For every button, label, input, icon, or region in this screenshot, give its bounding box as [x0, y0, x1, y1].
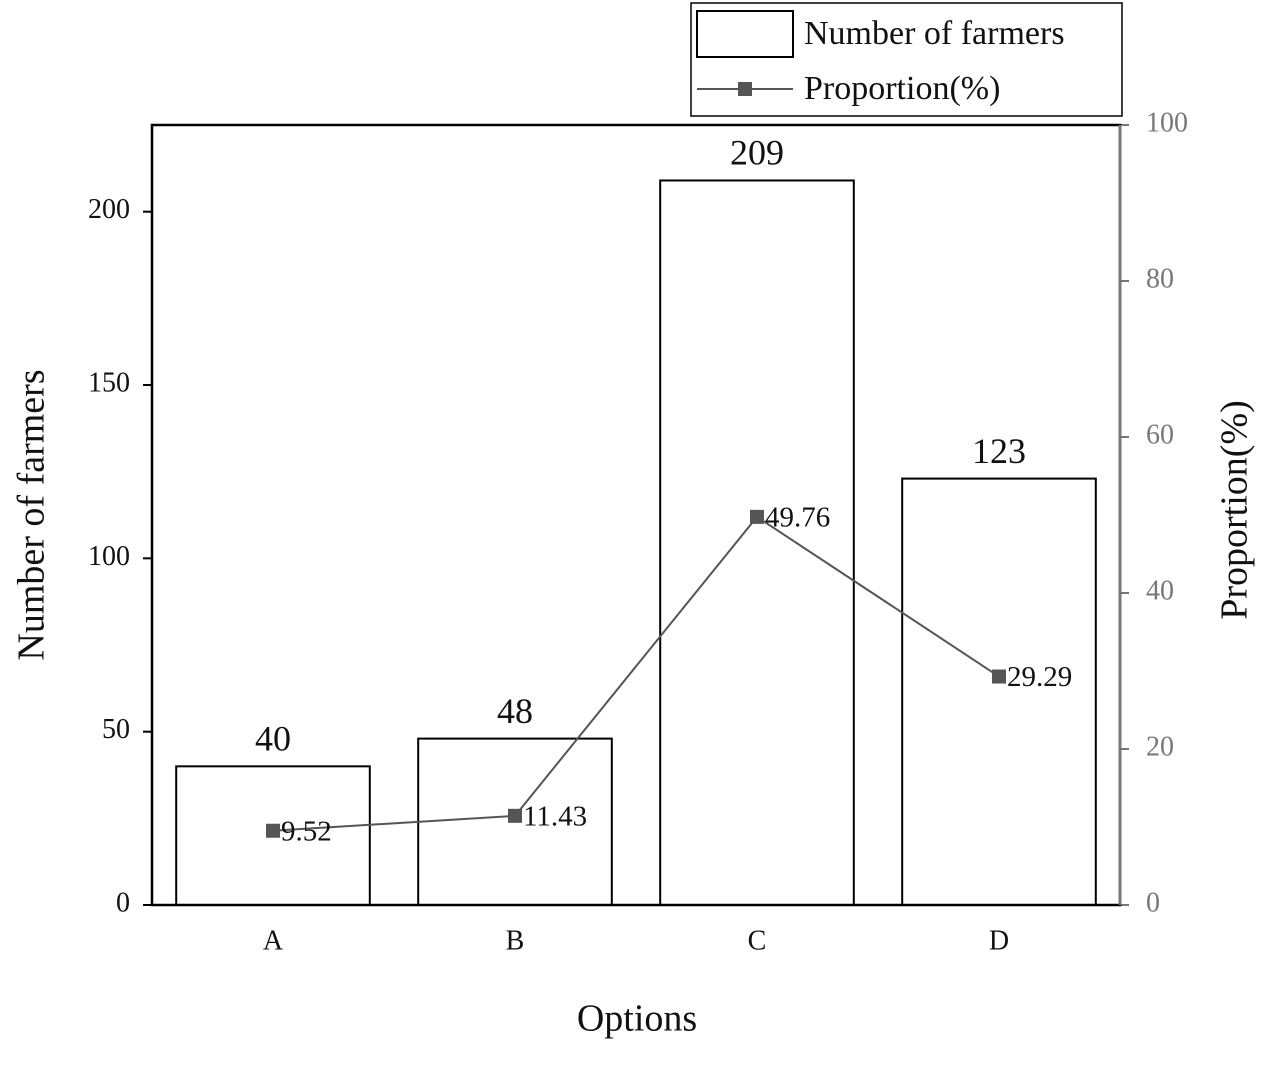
line-marker [508, 808, 522, 823]
y2-tick-label: 80 [1146, 263, 1174, 294]
bar-value-label: 48 [497, 691, 533, 731]
line-value-label: 9.52 [281, 815, 332, 847]
line-marker [992, 669, 1006, 684]
x-tick-label: A [263, 925, 284, 956]
legend-label: Proportion(%) [804, 70, 1000, 107]
line-value-label: 29.29 [1007, 661, 1072, 693]
y2-axis-title: Proportion(%) [1214, 400, 1256, 620]
x-tick-label: C [748, 925, 767, 956]
legend-label: Number of farmers [804, 15, 1065, 52]
bar [659, 179, 855, 906]
line [272, 515, 1000, 832]
x-tick-label: B [506, 925, 525, 956]
x-tick-label: D [989, 925, 1009, 956]
bar-value-label: 123 [972, 431, 1026, 471]
legend-swatch [696, 10, 794, 58]
bar-value-label: 209 [730, 133, 784, 173]
y2-tick-label: 60 [1146, 419, 1174, 450]
y-tick-label: 100 [88, 541, 130, 572]
x-axis-title: Options [577, 998, 697, 1040]
bar-value-label: 40 [255, 719, 291, 759]
y-tick-label: 50 [102, 714, 130, 745]
line-marker [266, 823, 280, 838]
y2-tick-label: 20 [1146, 731, 1174, 762]
line-value-label: 11.43 [523, 801, 587, 833]
legend-marker [738, 82, 752, 96]
y2-tick-label: 0 [1146, 887, 1160, 918]
y2-tick-label: 100 [1146, 107, 1188, 138]
line-value-label: 49.76 [765, 502, 830, 534]
y-axis-title: Number of farmers [11, 369, 53, 660]
y-tick-label: 150 [88, 367, 130, 398]
y2-tick-label: 40 [1146, 575, 1174, 606]
y-tick-label: 0 [116, 887, 130, 918]
line-marker [750, 509, 764, 524]
y-tick-label: 200 [88, 194, 130, 225]
bar [901, 477, 1097, 906]
